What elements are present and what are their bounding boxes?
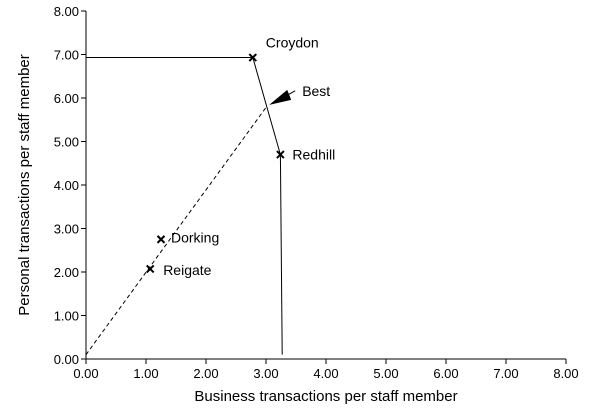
point-reigate: Reigate [145, 262, 212, 278]
point-marker [276, 150, 285, 159]
y-tick-label: 0.00 [54, 352, 79, 367]
x-tick-label: 3.00 [253, 366, 278, 381]
projection-ray-line [85, 105, 268, 355]
x-tick-label: 1.00 [133, 366, 158, 381]
x-tick-label: 8.00 [553, 366, 578, 381]
lines [85, 57, 283, 355]
y-tick-label: 1.00 [54, 309, 79, 324]
efficiency-frontier-line [86, 57, 283, 355]
point-label: Dorking [171, 229, 219, 245]
x-tick-label: 6.00 [433, 366, 458, 381]
x-tick-label: 2.00 [193, 366, 218, 381]
y-tick-label: 4.00 [54, 178, 79, 193]
point-marker [248, 53, 258, 62]
y-axis-title: Personal transactions per staff member [16, 54, 33, 316]
x-tick-label: 4.00 [313, 366, 338, 381]
best-label: Best [302, 83, 330, 99]
x-tick-label: 7.00 [493, 366, 518, 381]
point-marker [156, 235, 166, 244]
y-tick-label: 8.00 [54, 4, 79, 19]
point-label: Reigate [163, 262, 211, 278]
point-label: Croydon [266, 35, 319, 51]
point-redhill: Redhill [276, 147, 335, 163]
y-tick-label: 5.00 [54, 135, 79, 150]
point-dorking: Dorking [156, 229, 219, 245]
point-label: Redhill [292, 147, 335, 163]
x-axis-title: Business transactions per staff member [194, 388, 457, 405]
y-tick-label: 7.00 [54, 48, 79, 63]
x-tick-label: 0.00 [73, 366, 98, 381]
axes [85, 11, 566, 360]
point-croydon: Croydon [248, 35, 319, 62]
y-tick-label: 3.00 [54, 222, 79, 237]
best-annotation: Best [269, 83, 330, 105]
point-marker [145, 264, 155, 274]
y-tick-label: 6.00 [54, 91, 79, 106]
y-tick-label: 2.00 [54, 265, 79, 280]
ticks: 0.00 1.00 2.00 3.00 4.00 5.00 6.00 7.00 8.00 0.00… [54, 4, 579, 381]
x-tick-label: 5.00 [373, 366, 398, 381]
marks: Croydon Redhill Dorking Reigate Best [145, 35, 335, 278]
best-arrow-head [269, 89, 292, 105]
